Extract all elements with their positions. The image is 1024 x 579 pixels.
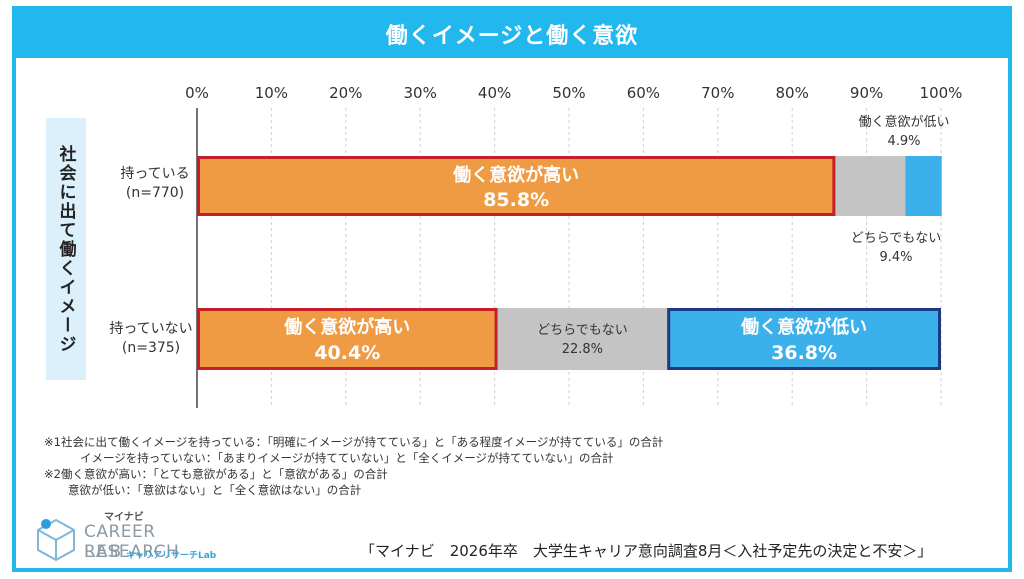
logo-sub-text: キャリアリサーチLab <box>126 551 217 561</box>
x-tick-label-3: 30% <box>404 84 437 102</box>
bar-label-value-0-0: 85.8% <box>483 189 549 211</box>
x-tick-label-9: 90% <box>850 84 883 102</box>
footnote-4: 意欲が低い：「意欲はない」と「全く意欲はない」の合計 <box>68 483 362 497</box>
footnotes: ※1社会に出て働くイメージを持っている：「明確にイメージが持てている」と「ある程… <box>44 434 663 498</box>
bar-0-2 <box>905 156 942 216</box>
bar-label-value-0-2: 4.9% <box>887 134 920 149</box>
footnote-1: ※1社会に出て働くイメージを持っている：「明確にイメージが持てている」と「ある程… <box>44 435 664 449</box>
bar-0-0 <box>197 156 836 216</box>
highlight-high-0 <box>197 156 836 216</box>
bar-label-value-0-1: 9.4% <box>879 250 912 265</box>
row-label-have-text: 持っている <box>120 166 190 182</box>
x-tick-label-4: 40% <box>478 84 511 102</box>
highlight-high-1 <box>197 308 498 370</box>
x-tick-label-2: 20% <box>329 84 362 102</box>
row-label-not-have-n: (n=375) <box>121 340 181 356</box>
chart-frame: 働くイメージと働く意欲 0% 10% 20% 30% 40% 50% 60% 70% 80% 90… <box>12 6 1012 572</box>
logo-small-text: マイナビ <box>104 512 144 523</box>
x-tick-label-8: 80% <box>776 84 809 102</box>
row-label-have-n: (n=770) <box>125 185 185 201</box>
chart-title: 働くイメージと働く意欲 <box>16 10 1008 58</box>
logo-main-text: CAREER RESEARCH <box>84 522 180 562</box>
bar-label-name-0-1: どちらでもない <box>851 231 942 246</box>
source-text: 「マイナビ 2026年卒 大学生キャリア意向調査8月＜入社予定先の決定と不安＞」 <box>360 542 933 560</box>
x-tick-label-10: 100% <box>920 84 963 102</box>
bar-1-1 <box>497 308 668 370</box>
bar-1-0 <box>197 308 498 370</box>
logo-lab-text: LAB <box>84 542 124 562</box>
logo-cube-icon <box>37 518 75 562</box>
bar-label-name-0-2: 働く意欲が低い <box>858 114 949 130</box>
bar-label-name-1-2: 働く意欲が低い <box>740 316 867 338</box>
bar-label-name-0-0: 働く意欲が高い <box>452 164 579 186</box>
x-tick-label-6: 60% <box>627 84 660 102</box>
row-label-have: 持っている (n=770) <box>100 165 210 203</box>
y-axis-label: 社会に出て働くイメージ <box>55 144 76 354</box>
row-label-not-have-text: 持っていない <box>109 321 193 337</box>
x-tick-label-5: 50% <box>552 84 585 102</box>
logo: マイナビ CAREER RESEARCH LAB キャリアリサーチLab <box>34 508 254 568</box>
bar-label-value-1-1: 22.8% <box>562 342 603 357</box>
bar-1-2 <box>667 308 941 370</box>
x-tick-label-1: 10% <box>255 84 288 102</box>
footnote-2: イメージを持っていない：「あまりイメージが持てていない」と「全くイメージが持てて… <box>80 451 614 465</box>
bar-label-name-1-0: 働く意欲が高い <box>283 316 410 338</box>
y-axis-label-box: 社会に出て働くイメージ <box>46 118 86 380</box>
footnote-3: ※2働く意欲が高い：「とても意欲がある」と「意欲がある」の合計 <box>44 467 388 481</box>
x-tick-label-0: 0% <box>185 84 209 102</box>
chart-plot: 0% 10% 20% 30% 40% 50% 60% 70% 80% 90% 100% 働く意欲が高い… <box>185 84 963 408</box>
bar-label-value-1-2: 36.8% <box>771 342 837 364</box>
bar-0-1 <box>835 156 906 216</box>
row-label-not-have: 持っていない (n=375) <box>92 320 210 358</box>
bar-label-name-1-1: どちらでもない <box>537 323 628 338</box>
x-tick-label-7: 70% <box>701 84 734 102</box>
bar-label-value-1-0: 40.4% <box>314 342 380 364</box>
highlight-low-1 <box>667 308 941 370</box>
